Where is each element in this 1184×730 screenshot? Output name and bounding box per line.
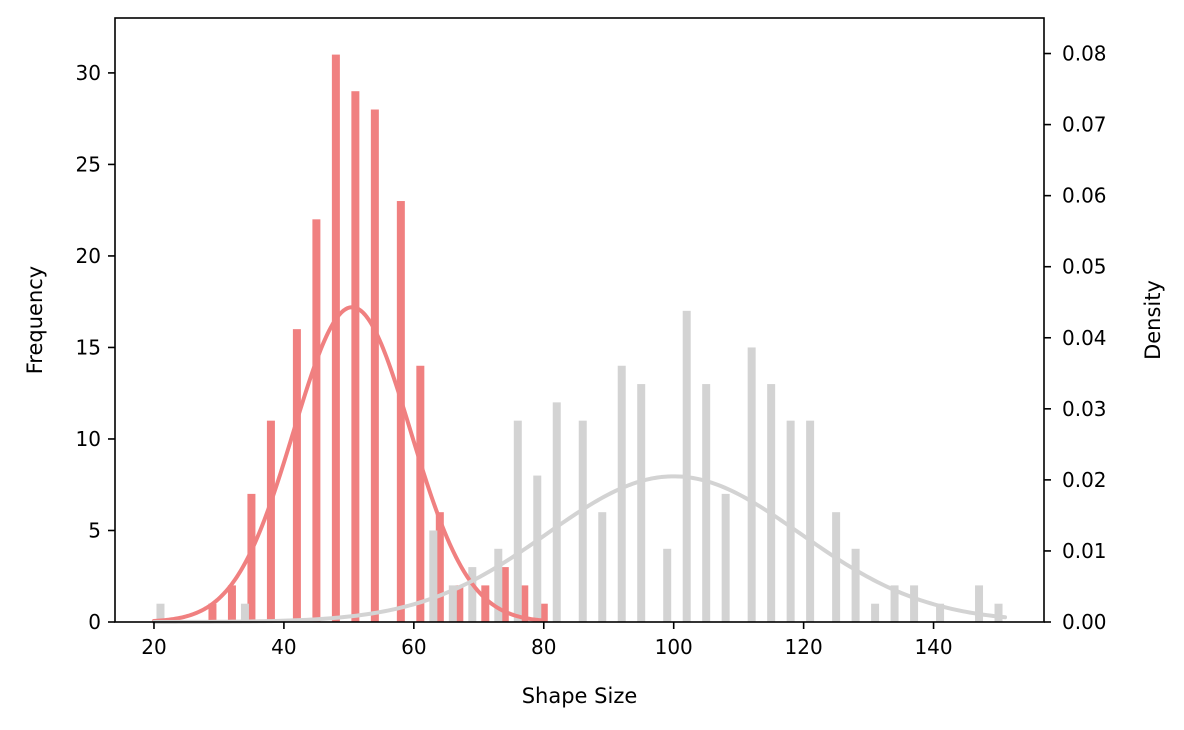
histogram-bar <box>351 91 360 623</box>
histogram-bar <box>429 530 438 622</box>
y-tick-label: 20 <box>76 244 101 268</box>
histogram-bar <box>240 603 249 622</box>
histogram-bars <box>156 54 1003 623</box>
histogram-bar <box>617 365 626 622</box>
y2-tick-label: 0.02 <box>1062 468 1107 492</box>
y2-tick-label: 0.06 <box>1062 184 1107 208</box>
histogram-bar <box>786 420 795 622</box>
histogram-bar <box>552 402 561 622</box>
x-tick-label: 100 <box>655 635 693 659</box>
histogram-bar <box>936 603 945 622</box>
histogram-bar <box>435 512 444 622</box>
density-curve <box>151 474 1008 624</box>
histogram-bar <box>767 384 776 622</box>
y2-tick-label: 0.03 <box>1062 397 1107 421</box>
x-tick-label: 80 <box>531 635 556 659</box>
histogram-bar <box>806 420 815 622</box>
histogram-bar <box>747 347 756 622</box>
histogram-bar <box>910 585 919 622</box>
density-curves <box>151 305 1008 624</box>
histogram-bar <box>721 493 730 622</box>
histogram-bar <box>331 54 340 622</box>
x-axis-label: Shape Size <box>522 684 638 708</box>
histogram-bar <box>598 512 607 622</box>
histogram-bar <box>227 585 236 622</box>
y2-tick-label: 0.01 <box>1062 539 1107 563</box>
y-tick-label: 0 <box>88 610 101 634</box>
histogram-bar <box>156 603 165 622</box>
y-tick-label: 30 <box>76 61 101 85</box>
histogram-bar <box>663 548 672 622</box>
y2-tick-label: 0.04 <box>1062 326 1107 350</box>
x-tick-label: 120 <box>785 635 823 659</box>
histogram-bar <box>533 475 542 622</box>
histogram-bar <box>468 567 477 622</box>
y2-tick-label: 0.07 <box>1062 113 1107 137</box>
histogram-bar <box>975 585 984 622</box>
histogram-bar <box>208 603 217 622</box>
histogram-bar <box>455 585 464 622</box>
y-tick-label: 15 <box>76 335 101 359</box>
y2-tick-label: 0.05 <box>1062 255 1107 279</box>
histogram-bar <box>396 201 405 622</box>
y-tick-label: 10 <box>76 427 101 451</box>
histogram-bar <box>266 420 275 622</box>
y2-tick-label: 0.00 <box>1062 610 1107 634</box>
histogram-bar <box>890 585 899 622</box>
histogram-bar <box>871 603 880 622</box>
histogram-bar <box>682 310 691 622</box>
histogram-bar <box>494 548 503 622</box>
histogram-bar <box>247 493 256 622</box>
histogram-bar <box>637 384 646 622</box>
histogram-bar <box>312 219 321 623</box>
y2-tick-label: 0.08 <box>1062 42 1107 66</box>
y2-axis-ticks: 0.00 0.01 0.02 0.03 0.04 0.05 0.06 0.07 0.08 <box>1044 42 1107 634</box>
x-tick-label: 20 <box>141 635 166 659</box>
density-curve <box>151 305 546 623</box>
y-tick-label: 5 <box>88 518 101 542</box>
x-axis-ticks: 20 40 60 80 100 120 140 <box>141 622 953 659</box>
histogram-bar <box>702 384 711 622</box>
x-tick-label: 140 <box>914 635 952 659</box>
histogram-bar <box>851 548 860 622</box>
histogram-bar <box>513 420 522 622</box>
plot-frame <box>114 17 1045 623</box>
histogram-bar <box>520 585 529 622</box>
histogram-bar <box>416 365 425 622</box>
histogram-bar <box>292 329 301 622</box>
x-tick-label: 40 <box>271 635 296 659</box>
histogram-bar <box>832 512 841 622</box>
histogram-bar <box>370 109 379 623</box>
histogram-bar <box>539 603 548 622</box>
histogram-bar <box>578 420 587 622</box>
y2-axis-label: Density <box>1141 280 1165 360</box>
histogram-bar <box>500 567 509 622</box>
y-axis-label: Frequency <box>23 266 47 375</box>
y-tick-label: 25 <box>76 152 101 176</box>
x-tick-label: 60 <box>401 635 426 659</box>
histogram-bar <box>481 585 490 622</box>
histogram-bar <box>994 603 1003 622</box>
y-axis-ticks: 0 5 10 15 20 25 30 <box>76 61 115 634</box>
histogram-bar <box>448 585 457 622</box>
